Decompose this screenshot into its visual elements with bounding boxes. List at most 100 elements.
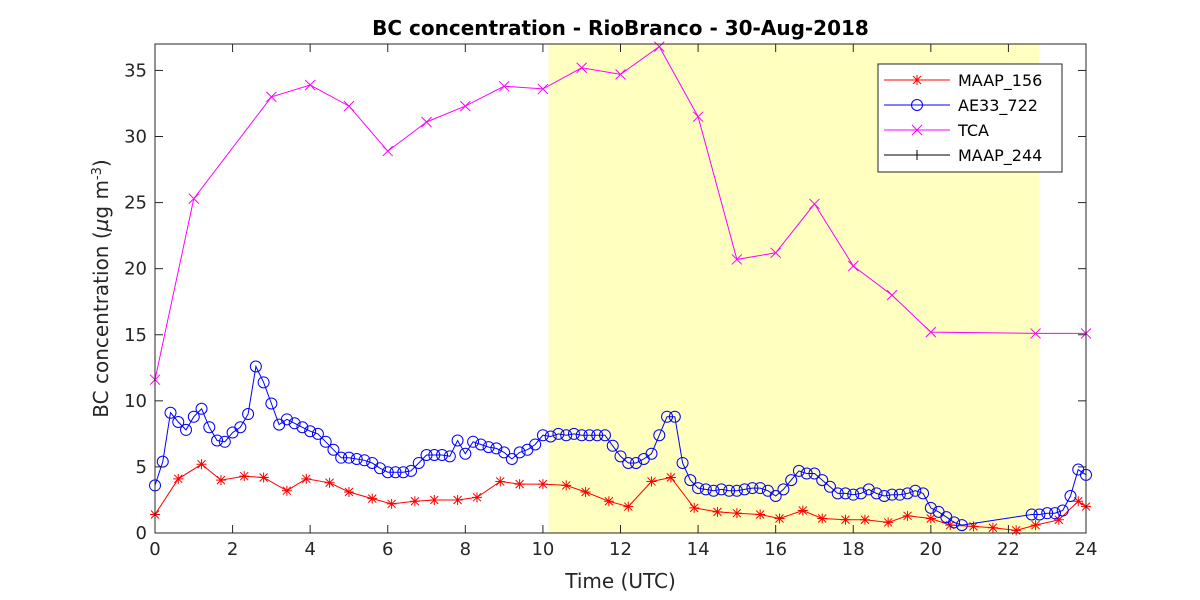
data-point: [258, 472, 269, 483]
data-point: [809, 198, 820, 210]
x-tick-label: 2: [227, 539, 238, 560]
y-axis-label-exponent: -3: [90, 167, 105, 180]
data-point: [335, 451, 348, 464]
data-point: [188, 193, 200, 204]
data-point: [808, 467, 821, 480]
data-point: [911, 124, 923, 136]
data-point: [560, 429, 573, 442]
data-point: [234, 421, 247, 434]
y-axis-label-mu: µ: [89, 219, 113, 233]
data-point: [676, 456, 689, 469]
data-point: [689, 502, 700, 513]
data-point: [769, 489, 782, 502]
data-point: [409, 496, 420, 507]
legend-label: AE33_722: [958, 96, 1038, 116]
data-point: [839, 487, 852, 500]
data-point: [1073, 496, 1084, 507]
y-tick-label: 5: [136, 457, 147, 478]
data-point: [583, 429, 596, 442]
data-point: [1030, 328, 1041, 339]
data-point: [883, 517, 894, 528]
data-point: [1011, 525, 1022, 536]
data-point: [886, 289, 898, 301]
y-tick-label: 30: [124, 127, 147, 148]
data-point: [723, 484, 736, 497]
x-tick-label: 18: [842, 539, 865, 560]
y-tick-label: 35: [124, 60, 147, 81]
data-point: [304, 79, 316, 91]
data-point: [495, 476, 506, 487]
data-point: [580, 487, 591, 498]
data-point: [692, 111, 704, 123]
data-point: [1041, 507, 1054, 520]
y-axis-label-unit: g m: [89, 180, 113, 219]
legend-label: MAAP_156: [958, 71, 1042, 91]
data-point: [211, 434, 224, 447]
x-tick-label: 16: [764, 539, 787, 560]
data-point: [699, 483, 712, 496]
data-point: [785, 474, 798, 487]
data-point: [288, 417, 301, 430]
data-point: [296, 421, 309, 434]
data-point: [840, 514, 851, 525]
data-point: [707, 484, 720, 497]
data-point: [712, 506, 723, 517]
data-point: [770, 247, 782, 259]
data-point: [1030, 520, 1041, 531]
data-point: [420, 449, 433, 462]
data-point: [459, 447, 472, 460]
data-point: [537, 83, 549, 95]
y-tick-label: 15: [124, 325, 147, 346]
data-point: [901, 487, 914, 500]
data-point: [653, 429, 666, 442]
data-point: [544, 430, 557, 443]
data-point: [195, 402, 208, 415]
x-tick-label: 4: [304, 539, 315, 560]
data-point: [668, 410, 681, 423]
data-point: [777, 483, 790, 496]
data-point: [622, 456, 635, 469]
data-point: [730, 484, 743, 497]
data-point: [792, 464, 805, 477]
data-point: [823, 480, 836, 493]
data-point: [327, 443, 340, 456]
legend-entry: AE33_722: [884, 96, 1038, 116]
x-tick-label: 22: [997, 539, 1020, 560]
data-point: [343, 100, 355, 112]
data-point: [646, 476, 657, 487]
data-point: [215, 475, 226, 486]
data-point: [180, 423, 193, 436]
data-point: [817, 513, 828, 524]
y-axis-label-suffix: ): [89, 159, 113, 167]
data-point: [490, 442, 503, 455]
legend-box: [877, 63, 1063, 173]
data-point: [738, 483, 751, 496]
data-point: [567, 427, 580, 440]
data-point: [249, 360, 262, 373]
data-point: [968, 521, 979, 532]
data-point: [774, 513, 785, 524]
data-point: [280, 413, 293, 426]
data-point: [623, 501, 634, 512]
y-tick-label: 0: [136, 523, 147, 544]
data-point: [498, 80, 510, 92]
data-point: [948, 516, 961, 529]
data-point: [397, 466, 410, 479]
data-point: [878, 489, 891, 502]
data-point: [537, 479, 548, 490]
data-point: [467, 435, 480, 448]
y-axis-label: BC concentration (µg m-3): [89, 159, 113, 417]
data-point: [924, 501, 937, 514]
data-point: [474, 438, 487, 451]
data-point: [218, 435, 231, 448]
data-point: [498, 446, 511, 459]
data-point: [428, 449, 441, 462]
data-point: [800, 467, 813, 480]
data-point: [912, 150, 922, 160]
legend-label: TCA: [957, 121, 989, 140]
data-point: [389, 466, 402, 479]
data-point: [945, 520, 956, 531]
data-point: [591, 429, 604, 442]
x-tick-label: 10: [531, 539, 554, 560]
